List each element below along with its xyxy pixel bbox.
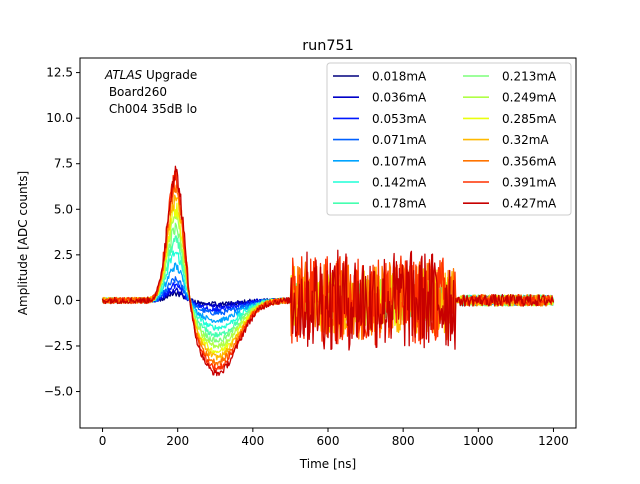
legend-label: 0.018mA bbox=[372, 70, 427, 84]
y-tick-label: −5.0 bbox=[44, 385, 73, 399]
y-axis-label: Amplitude [ADC counts] bbox=[16, 171, 30, 315]
legend-label: 0.071mA bbox=[372, 133, 427, 147]
legend-label: 0.213mA bbox=[502, 70, 557, 84]
x-tick-label: 800 bbox=[392, 434, 415, 448]
y-tick-label: 7.5 bbox=[54, 157, 73, 171]
y-axis: −5.0 −2.5 0.0 2.5 5.0 7.5 10.0 12.5 bbox=[44, 66, 80, 399]
atlas-experiment: ATLAS bbox=[104, 68, 143, 82]
atlas-label: ATLAS Upgrade bbox=[104, 68, 197, 82]
legend-label: 0.285mA bbox=[502, 112, 557, 126]
y-tick-label: −2.5 bbox=[44, 339, 73, 353]
y-tick-label: 2.5 bbox=[54, 248, 73, 262]
x-tick-label: 400 bbox=[241, 434, 264, 448]
legend-label: 0.391mA bbox=[502, 176, 557, 190]
legend-label: 0.107mA bbox=[372, 154, 427, 168]
chart-title: run751 bbox=[302, 38, 354, 54]
legend-frame bbox=[326, 62, 572, 216]
legend-label: 0.249mA bbox=[502, 91, 557, 105]
board-label: Board260 bbox=[105, 85, 167, 99]
channel-label: Ch004 35dB lo bbox=[105, 102, 197, 116]
legend-label: 0.427mA bbox=[502, 197, 557, 211]
x-tick-label: 200 bbox=[166, 434, 189, 448]
y-tick-label: 5.0 bbox=[54, 202, 73, 216]
legend-label: 0.036mA bbox=[372, 91, 427, 105]
atlas-suffix: Upgrade bbox=[142, 68, 197, 82]
legend-label: 0.142mA bbox=[372, 176, 427, 190]
x-axis: 0 200 400 600 800 1000 1200 bbox=[99, 428, 569, 448]
legend-label: 0.178mA bbox=[372, 197, 427, 211]
x-axis-label: Time [ns] bbox=[299, 457, 356, 471]
legend: 0.018mA 0.036mA 0.053mA 0.071mA 0.107mA 0.142… bbox=[326, 62, 572, 216]
legend-label: 0.32mA bbox=[502, 133, 549, 147]
series-line bbox=[101, 165, 555, 377]
x-tick-label: 1200 bbox=[538, 434, 569, 448]
y-tick-label: 12.5 bbox=[46, 66, 73, 80]
series-layer bbox=[101, 165, 555, 377]
legend-label: 0.053mA bbox=[372, 112, 427, 126]
x-tick-label: 600 bbox=[317, 434, 340, 448]
legend-label: 0.356mA bbox=[502, 154, 557, 168]
x-tick-label: 0 bbox=[99, 434, 107, 448]
y-tick-label: 0.0 bbox=[54, 293, 73, 307]
y-tick-label: 10.0 bbox=[46, 111, 73, 125]
x-tick-label: 1000 bbox=[463, 434, 494, 448]
